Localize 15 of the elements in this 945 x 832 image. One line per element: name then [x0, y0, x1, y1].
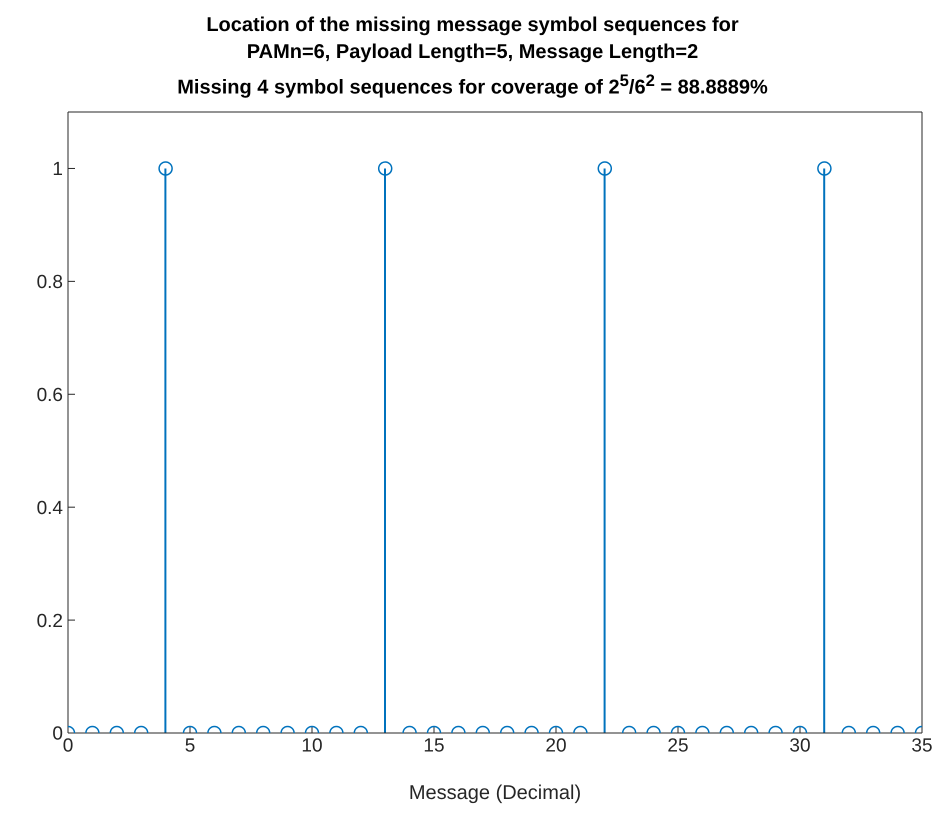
chart-subtitle: Missing 4 symbol sequences for coverage of 2$^{5}$/6$^{2}$ = 88.8889%: [176, 70, 769, 101]
x-tick-label: 15: [423, 735, 445, 756]
x-tick-label: 35: [911, 735, 933, 756]
y-tick-label: 0.4: [36, 498, 64, 519]
y-tick-label: 1: [52, 158, 63, 180]
y-tick-label: 0.6: [36, 384, 63, 406]
x-axis-title: Message (Decimal): [408, 782, 582, 804]
x-tick-label: 30: [789, 735, 811, 756]
x-tick-label: 20: [545, 735, 567, 756]
chart-title: Location of the missing message symbol sequences for PAMn=6, Payload Length=5, Message Length=2: [205, 13, 740, 65]
y-tick-label: 0.8: [36, 272, 63, 293]
x-tick-label: 25: [667, 735, 689, 756]
x-tick-label: 5: [184, 735, 196, 756]
y-tick-label: 0.2: [36, 610, 63, 632]
x-tick-label: 10: [301, 735, 323, 756]
